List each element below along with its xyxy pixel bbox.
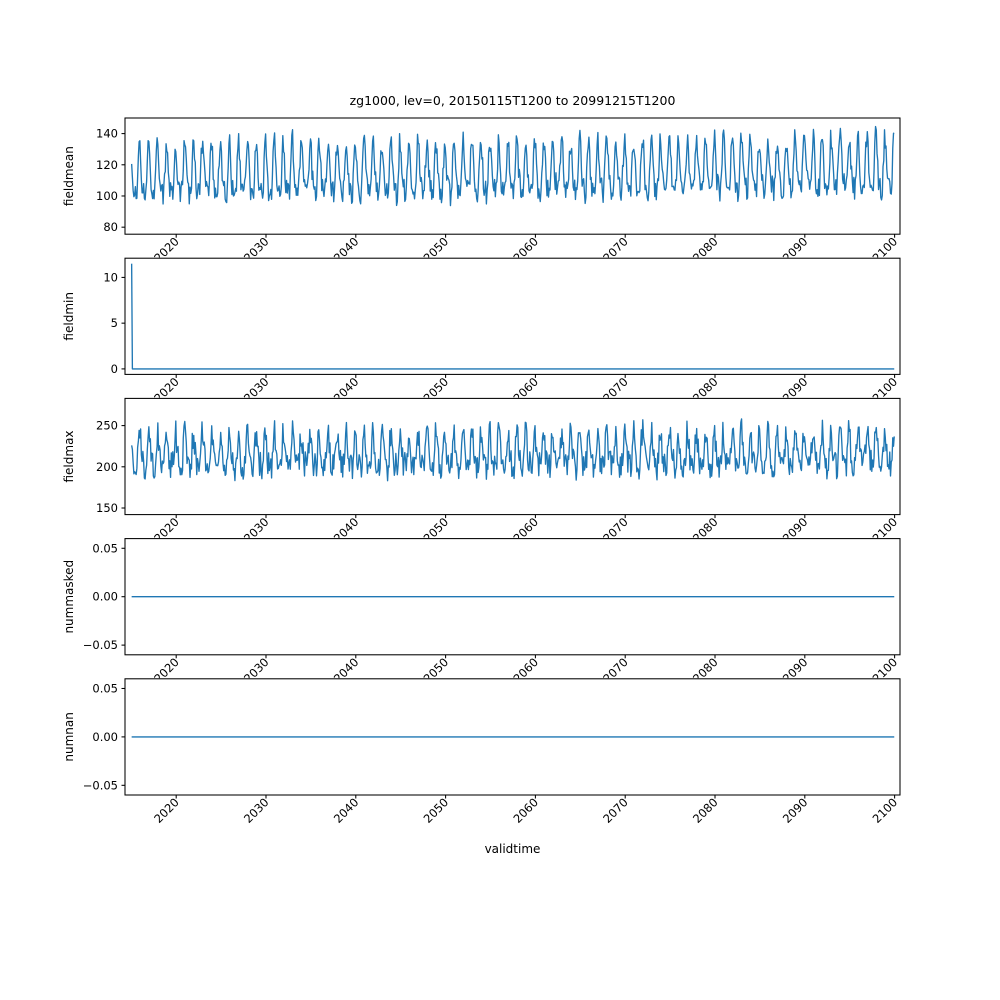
xtick-label-numnan-8: 2100	[870, 795, 901, 826]
xtick-label-numnan-2: 2040	[331, 795, 362, 826]
ytick-label-numnan-1: 0.00	[92, 730, 118, 744]
ytick-label-fieldmean-0: 80	[103, 220, 118, 234]
ytick-label-nummasked-2: 0.05	[92, 541, 118, 555]
ytick-label-nummasked-0: −0.05	[83, 638, 118, 652]
axes-frame-fieldmax	[124, 397, 901, 516]
dataline-fieldmax	[130, 418, 895, 482]
panel-numnan: −0.05 0.00 0.05 numnan 2020 2030 2040 2050 2060 2…	[62, 678, 901, 826]
dataline-fieldmin	[130, 263, 895, 370]
figure-title: zg1000, lev=0, 20150115T1200 to 20991215…	[350, 93, 676, 108]
ytick-label-numnan-2: 0.05	[92, 681, 118, 695]
ytick-label-fieldmin-1: 5	[111, 316, 118, 330]
ytick-label-nummasked-1: 0.00	[92, 590, 118, 604]
ytick-label-fieldmean-1: 100	[96, 189, 118, 203]
ylabel-fieldmin: fieldmin	[62, 292, 76, 341]
ytick-label-fieldmax-1: 200	[96, 460, 118, 474]
xtick-label-numnan-5: 2070	[600, 795, 631, 826]
xtick-label-numnan-1: 2030	[241, 795, 272, 826]
xaxis-label: validtime	[485, 842, 541, 856]
ytick-label-fieldmin-2: 10	[103, 270, 118, 284]
panel-background-fieldmin	[124, 257, 901, 375]
ylabel-numnan: numnan	[62, 712, 76, 761]
ytick-label-fieldmean-2: 120	[96, 158, 118, 172]
ytick-label-fieldmin-0: 0	[111, 362, 118, 376]
ylabel-fieldmax: fieldmax	[62, 430, 76, 482]
axes-frame-fieldmean	[124, 117, 901, 235]
ytick-label-fieldmean-3: 140	[96, 127, 118, 141]
axes-frame-fieldmin	[124, 257, 901, 375]
ytick-label-fieldmax-0: 150	[96, 501, 118, 515]
xtick-label-numnan-0: 2020	[151, 795, 182, 826]
xtick-label-numnan-4: 2060	[510, 795, 541, 826]
dataline-fieldmean	[130, 125, 895, 207]
xtick-label-numnan-6: 2080	[690, 795, 721, 826]
ytick-label-fieldmax-2: 250	[96, 419, 118, 433]
xtick-label-numnan-3: 2050	[421, 795, 452, 826]
ytick-label-numnan-0: −0.05	[83, 778, 118, 792]
ylabel-fieldmean: fieldmean	[62, 146, 76, 206]
ylabel-nummasked: nummasked	[62, 560, 76, 634]
xtick-label-numnan-7: 2090	[780, 795, 811, 826]
